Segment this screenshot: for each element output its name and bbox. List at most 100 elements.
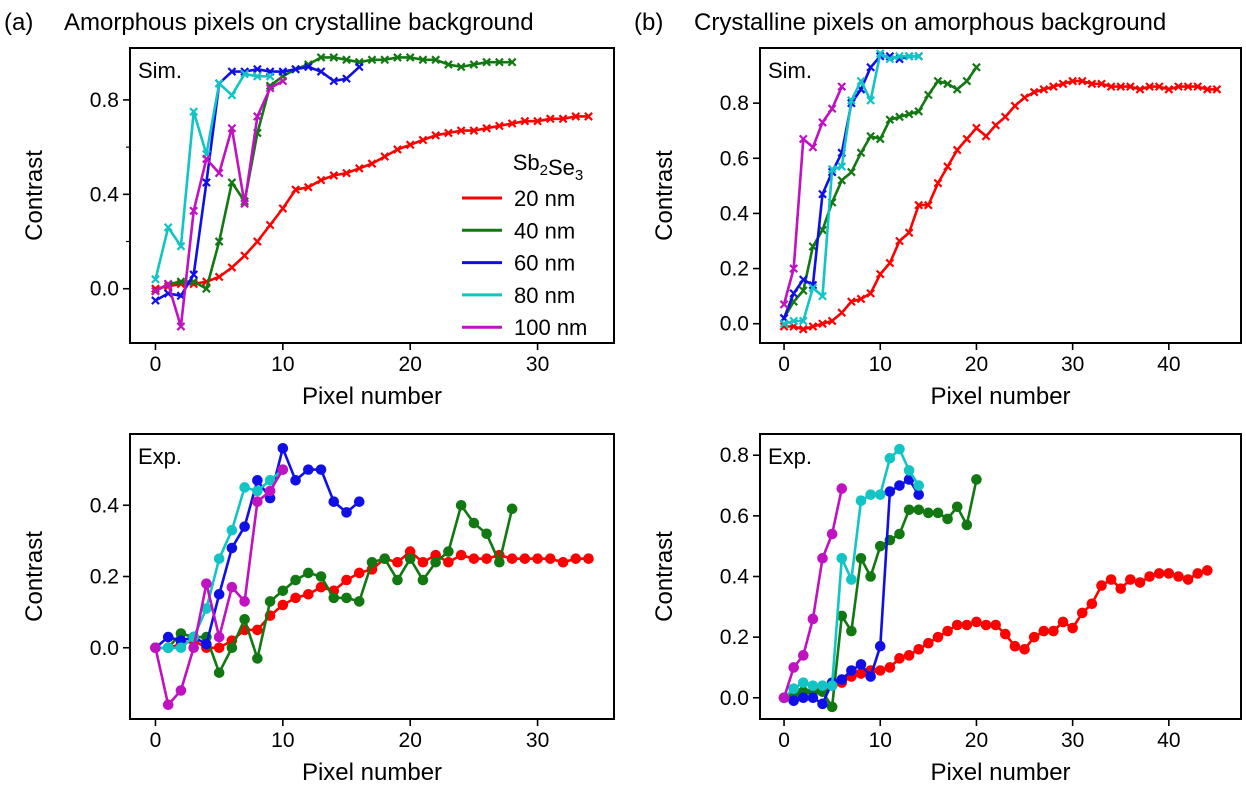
x-tick-label: 20	[965, 729, 988, 752]
data-point	[1087, 79, 1097, 89]
data-point	[482, 123, 492, 133]
data-point	[506, 553, 518, 564]
data-point	[1145, 82, 1154, 91]
data-point	[837, 82, 847, 91]
legend-entry: 20 nm	[514, 186, 575, 211]
data-point	[354, 62, 364, 72]
data-point	[875, 269, 885, 279]
legend-entry: 60 nm	[514, 251, 575, 276]
data-point	[265, 83, 275, 93]
plot-area	[779, 49, 1222, 334]
data-point	[213, 631, 225, 643]
data-point	[837, 175, 847, 185]
data-point	[315, 581, 327, 593]
data-point	[481, 528, 492, 540]
data-point	[895, 112, 904, 122]
y-tick-label: 0.6	[720, 505, 749, 528]
data-point	[1049, 82, 1058, 91]
y-tick-label: 0.8	[720, 444, 749, 467]
data-point	[240, 199, 250, 209]
data-point	[855, 553, 867, 564]
data-point	[176, 277, 186, 287]
data-point	[162, 631, 174, 643]
data-point	[240, 251, 250, 261]
data-point	[214, 79, 224, 88]
data-point	[328, 496, 340, 507]
data-point	[847, 96, 856, 105]
data-point	[329, 171, 339, 180]
data-point	[807, 692, 819, 704]
data-point	[788, 662, 799, 673]
data-point	[1125, 574, 1136, 585]
data-point	[189, 206, 199, 216]
data-point	[405, 140, 415, 150]
data-point	[303, 567, 314, 579]
data-point	[481, 553, 492, 564]
data-point	[1202, 565, 1213, 576]
chart-panel-3: 0 10 20 30 40 0.0 0.2 0.4 0.6 0.8 Pixel number Cont…	[651, 433, 1242, 786]
x-axis-label: Pixel number	[930, 759, 1070, 786]
data-point	[913, 489, 925, 500]
data-point	[455, 499, 467, 511]
x-axis-label: Pixel number	[302, 383, 442, 410]
data-point	[846, 625, 857, 637]
data-point	[252, 237, 262, 246]
data-point	[188, 642, 199, 654]
data-point	[1202, 84, 1212, 94]
data-point	[1115, 583, 1127, 594]
data-point	[779, 300, 789, 309]
data-point	[418, 135, 428, 145]
x-tick-label: 30	[526, 353, 549, 376]
x-tick-label: 40	[1157, 729, 1180, 752]
data-point	[1038, 625, 1050, 637]
data-point	[951, 619, 963, 631]
data-point	[239, 521, 250, 532]
data-point	[239, 482, 250, 493]
data-point	[444, 60, 453, 69]
data-point	[380, 55, 390, 65]
x-tick-label: 10	[869, 353, 892, 376]
data-point	[1067, 622, 1078, 634]
data-point	[379, 553, 391, 564]
data-point	[1097, 79, 1106, 89]
data-point	[227, 263, 237, 272]
data-point	[1057, 616, 1069, 628]
data-point	[933, 76, 943, 86]
data-point	[315, 464, 327, 475]
data-point	[290, 574, 301, 586]
x-tick-label: 0	[778, 729, 790, 752]
data-point	[431, 55, 441, 65]
chart-panel-2: 0 10 20 30 0.0 0.2 0.4 Pixel number Contrast Exp.	[21, 433, 615, 786]
data-point	[895, 236, 904, 246]
data-point	[943, 79, 952, 89]
data-point	[874, 540, 886, 552]
data-point	[189, 107, 199, 117]
data-point	[315, 571, 327, 582]
panel-b-tag: (b)	[634, 9, 664, 36]
series-line-100nm	[782, 86, 843, 305]
data-point	[316, 67, 326, 76]
data-point	[367, 159, 377, 169]
data-point	[353, 596, 365, 607]
data-point	[584, 112, 593, 121]
data-point	[367, 55, 377, 65]
data-point	[533, 116, 542, 126]
data-point	[239, 613, 250, 625]
data-point	[494, 57, 504, 67]
data-point	[1076, 607, 1088, 619]
data-point	[1164, 84, 1174, 94]
data-point	[865, 489, 876, 500]
data-point	[798, 134, 808, 144]
data-point	[789, 264, 799, 273]
data-point	[1039, 84, 1049, 94]
y-axis-label: Contrast	[651, 150, 678, 241]
data-point	[942, 513, 953, 525]
data-point	[519, 553, 531, 564]
data-point	[532, 553, 543, 564]
x-tick-label: 30	[1061, 729, 1084, 752]
data-point	[277, 442, 289, 454]
data-point	[894, 443, 905, 455]
data-point	[904, 51, 914, 61]
data-point	[264, 475, 276, 486]
